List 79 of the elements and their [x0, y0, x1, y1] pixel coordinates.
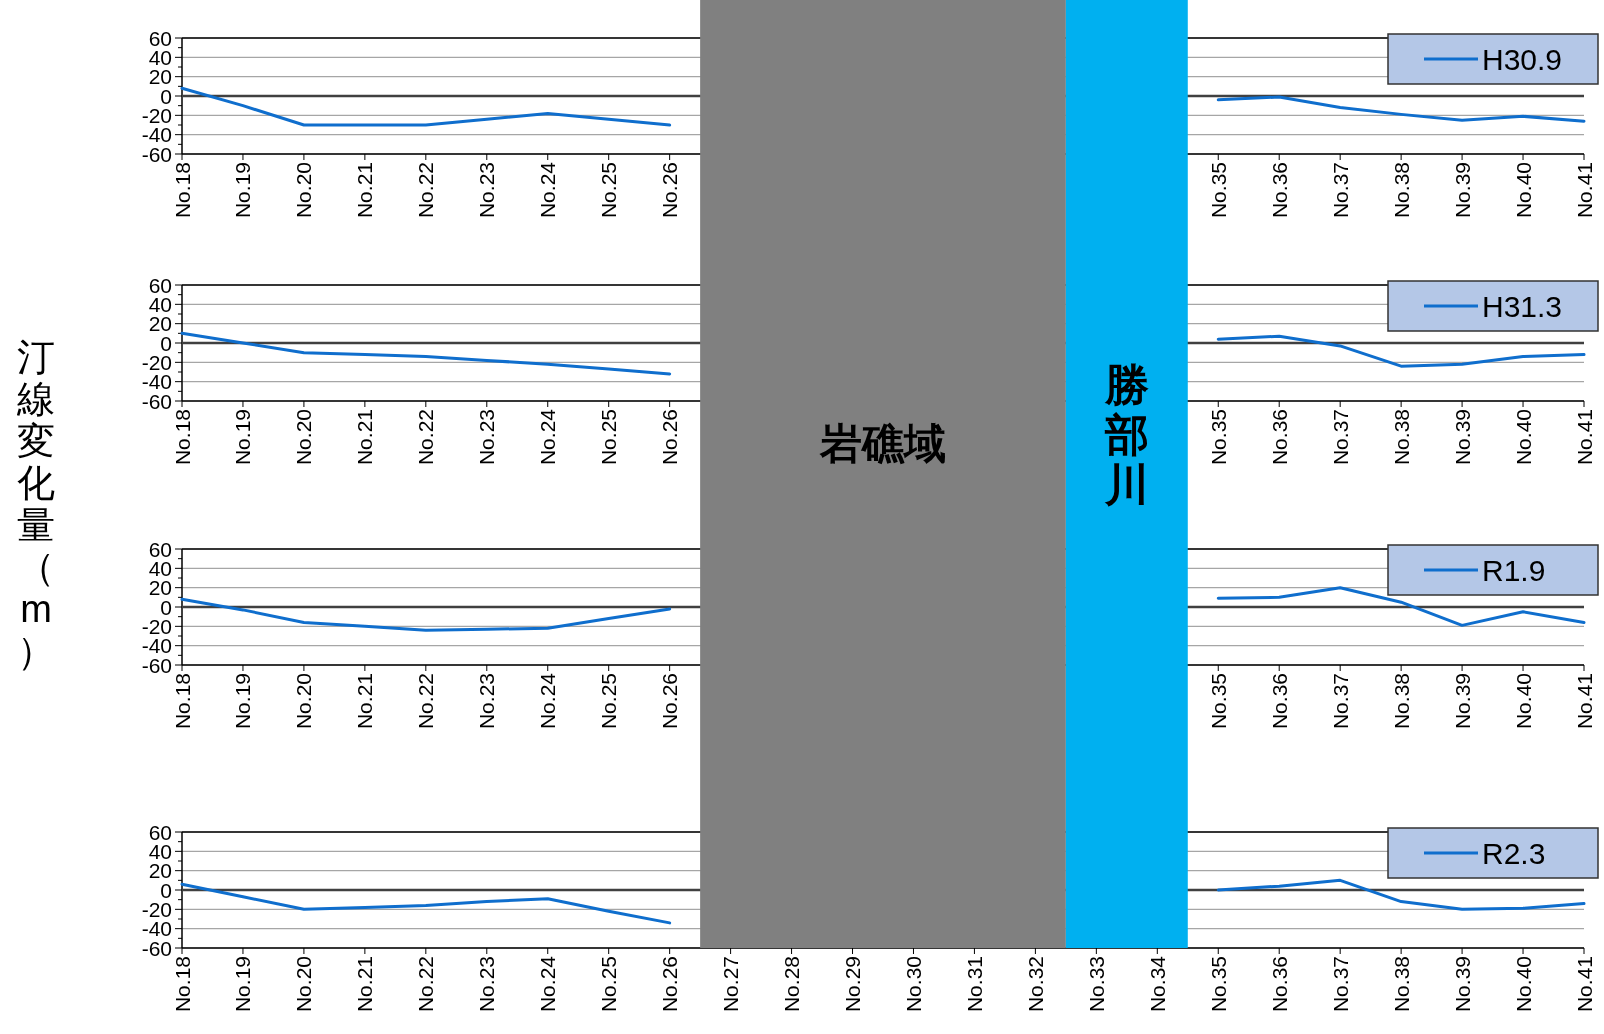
x-tick-label: No.38: [1389, 409, 1413, 466]
x-tick-label: No.41: [1572, 956, 1596, 1013]
x-tick-label: No.25: [597, 162, 621, 219]
x-tick-label: No.19: [231, 673, 255, 730]
x-tick-label: No.20: [292, 956, 316, 1013]
x-tick-label: No.22: [414, 409, 438, 466]
x-tick-label: No.33: [1084, 956, 1108, 1013]
x-tick-label: No.40: [1511, 956, 1535, 1013]
x-tick-label: No.38: [1389, 162, 1413, 219]
x-tick-label: No.32: [1023, 956, 1047, 1013]
x-tick-label: No.19: [231, 162, 255, 219]
x-tick-label: No.20: [292, 409, 316, 466]
x-tick-label: No.37: [1328, 956, 1352, 1013]
x-tick-label: No.35: [1206, 409, 1230, 466]
x-tick-label: No.37: [1328, 673, 1352, 730]
x-tick-label: No.18: [170, 162, 194, 219]
x-tick-label: No.23: [475, 673, 499, 730]
x-tick-label: No.22: [414, 956, 438, 1013]
x-tick-label: No.35: [1206, 673, 1230, 730]
x-tick-label: No.26: [658, 162, 682, 219]
x-tick-label: No.40: [1511, 673, 1535, 730]
x-tick-label: No.39: [1450, 956, 1474, 1013]
x-tick-label: No.19: [231, 409, 255, 466]
x-tick-label: No.25: [597, 409, 621, 466]
x-tick-label: No.24: [536, 161, 560, 219]
x-tick-label: No.18: [170, 673, 194, 730]
x-tick-label: No.35: [1206, 162, 1230, 219]
x-tick-label: No.40: [1511, 162, 1535, 219]
x-tick-label: No.25: [597, 673, 621, 730]
x-tick-label: No.41: [1572, 409, 1596, 466]
x-tick-label: No.24: [536, 408, 560, 466]
x-tick-label: No.24: [536, 955, 560, 1013]
x-tick-label: No.39: [1450, 162, 1474, 219]
x-tick-label: No.19: [231, 956, 255, 1013]
x-tick-label: No.30: [901, 956, 925, 1013]
x-tick-label: No.26: [658, 673, 682, 730]
x-tick-label: No.21: [353, 673, 377, 730]
band-label: 岩礁域: [819, 419, 946, 467]
legend-label: H31.3: [1482, 289, 1563, 323]
legend-label: R1.9: [1482, 553, 1546, 587]
x-tick-label: No.27: [719, 956, 743, 1013]
x-tick-label: No.21: [353, 409, 377, 466]
x-tick-label: No.37: [1328, 162, 1352, 219]
x-tick-label: No.41: [1572, 673, 1596, 730]
x-tick-label: No.23: [475, 956, 499, 1013]
x-tick-label: No.21: [353, 162, 377, 219]
y-axis-title: 汀線変化量（m）: [16, 336, 55, 672]
x-tick-label: No.21: [353, 956, 377, 1013]
x-tick-label: No.28: [780, 956, 804, 1013]
x-tick-label: No.34: [1145, 955, 1169, 1013]
x-tick-label: No.36: [1267, 409, 1291, 466]
x-tick-label: No.23: [475, 409, 499, 466]
x-tick-label: No.20: [292, 673, 316, 730]
legend-label: H30.9: [1482, 42, 1563, 76]
x-tick-label: No.38: [1389, 673, 1413, 730]
x-tick-label: No.24: [536, 672, 560, 730]
x-tick-label: No.40: [1511, 409, 1535, 466]
x-tick-label: No.26: [658, 956, 682, 1013]
x-tick-label: No.25: [597, 956, 621, 1013]
x-tick-label: No.29: [841, 956, 865, 1013]
x-tick-label: No.26: [658, 409, 682, 466]
x-tick-label: No.39: [1450, 409, 1474, 466]
x-tick-label: No.41: [1572, 162, 1596, 219]
x-tick-label: No.39: [1450, 673, 1474, 730]
x-tick-label: No.36: [1267, 162, 1291, 219]
x-tick-label: No.36: [1267, 956, 1291, 1013]
x-tick-label: No.18: [170, 956, 194, 1013]
x-tick-label: No.35: [1206, 956, 1230, 1013]
band-label: 勝部川: [1103, 360, 1149, 509]
x-tick-label: No.20: [292, 162, 316, 219]
x-tick-label: No.18: [170, 409, 194, 466]
x-tick-label: No.36: [1267, 673, 1291, 730]
x-tick-label: No.22: [414, 162, 438, 219]
legend-label: R2.3: [1482, 836, 1546, 870]
x-tick-label: No.37: [1328, 409, 1352, 466]
x-tick-label: No.38: [1389, 956, 1413, 1013]
x-tick-label: No.23: [475, 162, 499, 219]
x-tick-label: No.31: [962, 956, 986, 1013]
x-tick-label: No.22: [414, 673, 438, 730]
